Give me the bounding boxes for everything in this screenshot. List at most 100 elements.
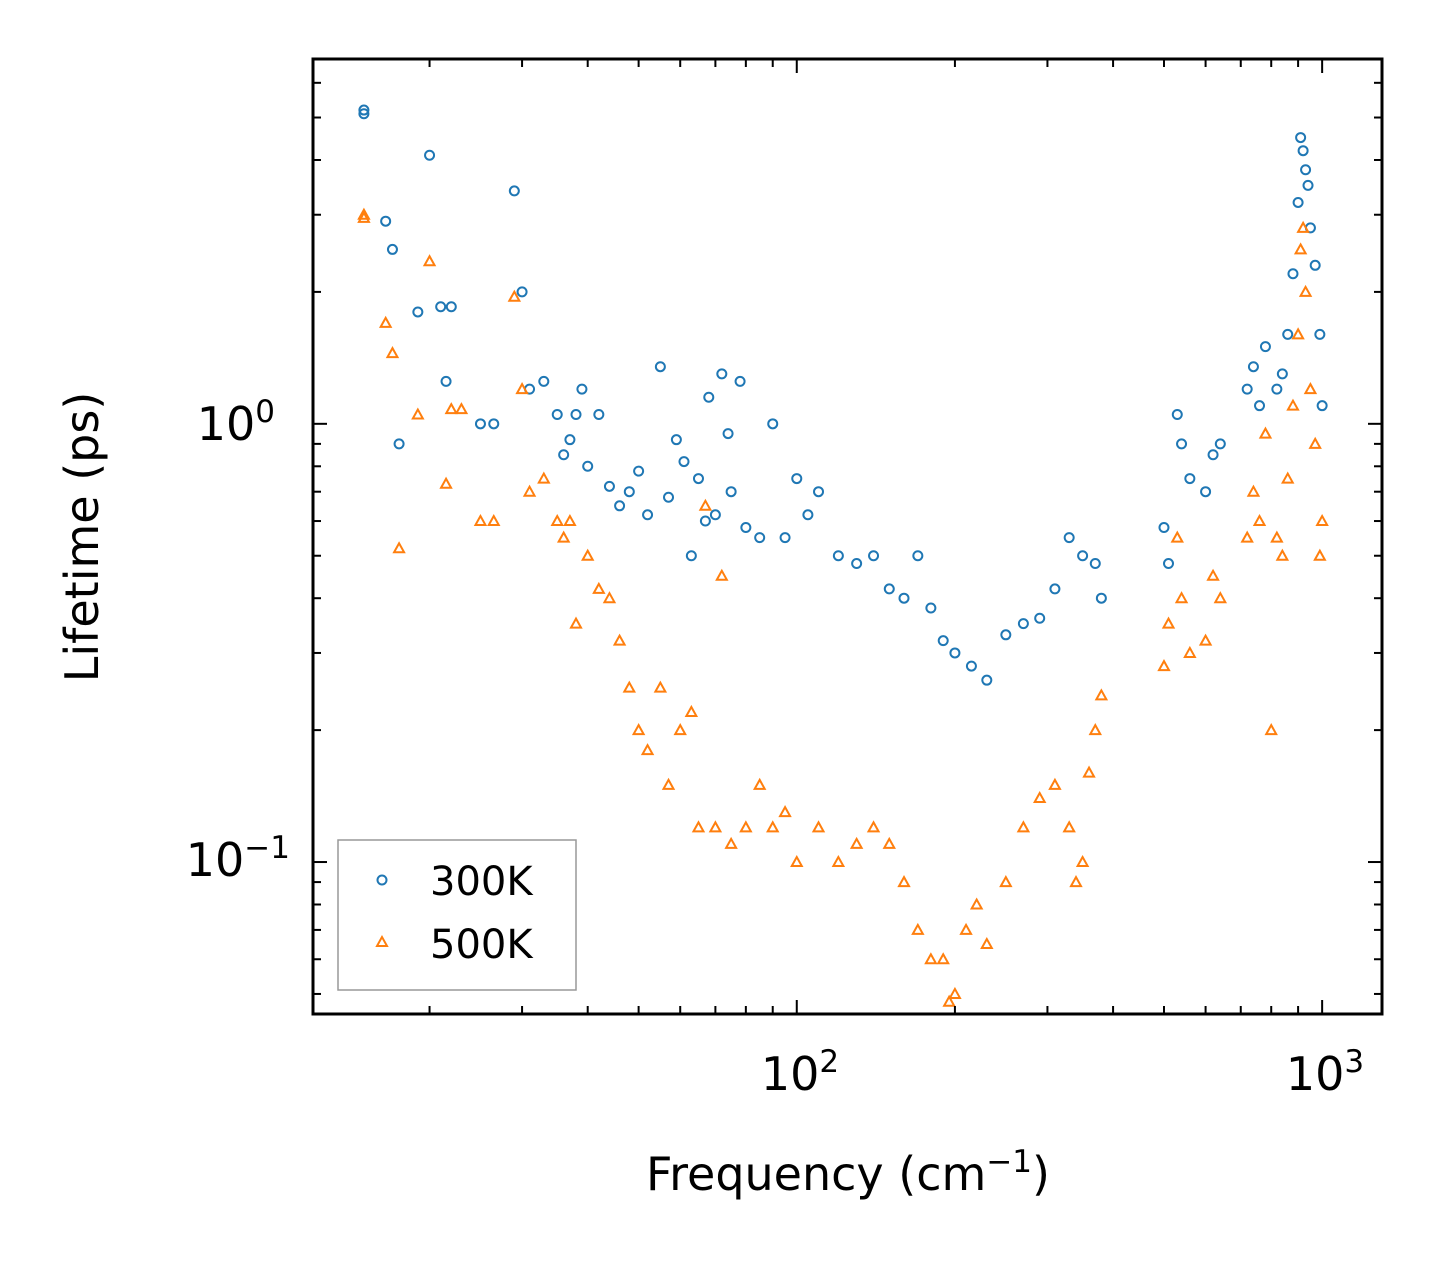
point-300k [558, 449, 570, 461]
point-300k [740, 521, 752, 533]
point-500k [1313, 548, 1327, 561]
point-300k [654, 361, 666, 373]
point-300k [603, 480, 615, 492]
point-500k [378, 315, 393, 328]
point-500k [581, 548, 595, 561]
point-500k [1308, 436, 1322, 449]
y-axis-label: Lifetime (ps) [55, 392, 109, 683]
point-500k [959, 922, 973, 935]
point-300k [1200, 486, 1212, 498]
point-300k [1049, 583, 1061, 595]
point-300k [912, 550, 924, 562]
point-500k [1094, 688, 1109, 701]
point-300k [692, 473, 704, 485]
point-300k [716, 368, 728, 380]
point-300k [1309, 259, 1321, 271]
point-500k [684, 704, 699, 717]
point-500k [563, 513, 577, 527]
point-500k [556, 530, 571, 543]
point-300k [1176, 438, 1188, 450]
point-300k [937, 635, 949, 647]
point-300k [593, 409, 605, 421]
point-300k [614, 500, 626, 512]
point-300k [1300, 164, 1312, 176]
point-300k [670, 434, 682, 446]
legend: 300K 500K [337, 839, 577, 991]
point-500k [1246, 484, 1261, 497]
point-300k [703, 391, 715, 403]
point-300k [791, 473, 803, 485]
point-300k [725, 486, 737, 498]
point-300k [412, 306, 424, 318]
point-500k [866, 820, 881, 833]
point-300k [642, 509, 654, 521]
point-500k [1275, 548, 1290, 561]
point-300k [1316, 400, 1328, 412]
point-500k [924, 952, 938, 965]
point-300k [1295, 132, 1307, 144]
point-300k [445, 301, 457, 313]
point-500k [1157, 659, 1171, 672]
point-500k [752, 777, 767, 790]
point-500k [1240, 530, 1254, 543]
point-300k [663, 491, 675, 503]
point-300k [699, 515, 711, 527]
point-300k [576, 383, 588, 395]
point-300k [802, 509, 814, 521]
point-500k [1088, 723, 1102, 736]
point-500k [691, 820, 706, 833]
point-500k [1170, 530, 1184, 543]
point-500k [1303, 382, 1318, 395]
point-300k [1292, 196, 1304, 208]
point-500k [708, 820, 723, 833]
point-300k [685, 550, 697, 562]
point-500k [1075, 854, 1090, 868]
point-500k [661, 777, 676, 790]
point-500k [1069, 875, 1083, 888]
y-tick-label-1: 100 [197, 394, 275, 451]
point-500k [392, 541, 406, 554]
point-300k [1034, 612, 1046, 624]
point-500k [640, 743, 655, 756]
point-300k [832, 550, 844, 562]
point-300k [474, 418, 486, 430]
point-300k [380, 215, 392, 227]
point-300k [1095, 592, 1107, 604]
point-500k [1315, 513, 1329, 527]
point-300k [1017, 618, 1029, 630]
point-500k [1258, 426, 1273, 439]
axis-ticks [313, 59, 1382, 1014]
point-500k [698, 498, 713, 511]
point-300k [1314, 328, 1326, 340]
point-300k [1297, 145, 1309, 157]
point-500k [1291, 327, 1305, 340]
legend-box [337, 839, 577, 991]
point-500k [522, 484, 537, 497]
point-300k [1158, 521, 1170, 533]
point-300k [1247, 361, 1259, 373]
point-500k [969, 897, 984, 910]
point-500k [357, 207, 371, 220]
point-300k [813, 486, 825, 498]
point-500k [1296, 220, 1310, 233]
point-300k [898, 592, 910, 604]
point-300k [925, 602, 937, 614]
point-500k [980, 936, 994, 950]
point-300k [851, 558, 863, 570]
point-500k [724, 836, 738, 849]
point-500k [1016, 820, 1031, 833]
point-300k [678, 456, 690, 468]
point-300k [633, 465, 645, 477]
legend-label-300k: 300K [430, 859, 534, 905]
point-300k [1207, 449, 1219, 461]
point-500k [911, 922, 925, 935]
point-300k [1089, 558, 1101, 570]
point-300k [1282, 328, 1294, 340]
point-500k [1213, 591, 1228, 604]
point-300k [734, 375, 746, 387]
point-300k [435, 301, 447, 313]
point-500k [385, 346, 400, 359]
point-500k [444, 402, 458, 415]
point-500k [537, 471, 551, 484]
